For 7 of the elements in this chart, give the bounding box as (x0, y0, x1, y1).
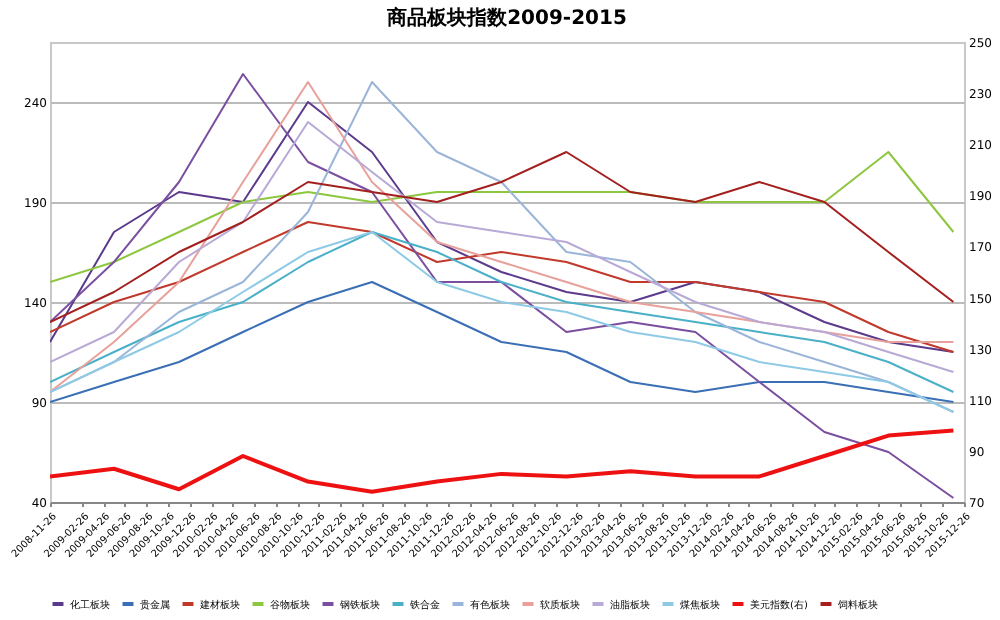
line-series (50, 221, 955, 353)
line-series (50, 428, 956, 494)
chart-title: 商品板块指数2009-2015 (385, 6, 627, 30)
line-series (50, 151, 955, 323)
line-series (50, 281, 955, 403)
line-series (50, 151, 955, 283)
line-series (50, 73, 955, 499)
